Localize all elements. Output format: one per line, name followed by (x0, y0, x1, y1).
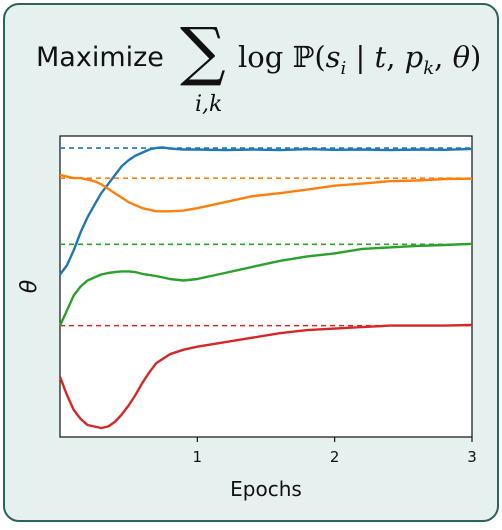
log-word: log (238, 40, 284, 74)
comma-1: , (386, 40, 405, 74)
x-ticks: 1 2 3 (193, 437, 477, 466)
sum-subscript: i,k (195, 92, 223, 117)
x-tick-label-1: 1 (193, 448, 203, 466)
x-axis-label: Epochs (230, 477, 302, 501)
prob-open: ℙ( (292, 40, 326, 74)
x-tick-label-3: 3 (467, 448, 477, 466)
var-p: p (404, 40, 424, 74)
plot-area (59, 135, 473, 438)
var-t: t (374, 40, 387, 74)
given-bar: | (346, 40, 375, 74)
series-line-1 (59, 146, 473, 276)
series-line-4 (58, 323, 473, 430)
objective-formula: Maximize ∑ i,k log ℙ(si | t, pk, θ) (0, 0, 502, 130)
series-lines (58, 146, 473, 430)
title-prefix: Maximize (36, 42, 164, 73)
sum-operator: ∑ (180, 15, 226, 89)
var-p-sub: k (423, 57, 435, 79)
comma-2: , (434, 40, 453, 74)
prob-close: ) (470, 40, 482, 74)
y-axis-label: θ (17, 279, 42, 293)
var-theta: θ (452, 40, 471, 74)
var-s: s (325, 40, 341, 74)
x-tick-label-2: 2 (330, 448, 340, 466)
series-line-2 (59, 173, 473, 213)
probability-expression: log ℙ(si | t, pk, θ) (238, 40, 481, 79)
series-line-3 (58, 242, 473, 327)
var-s-sub: i (340, 57, 347, 79)
